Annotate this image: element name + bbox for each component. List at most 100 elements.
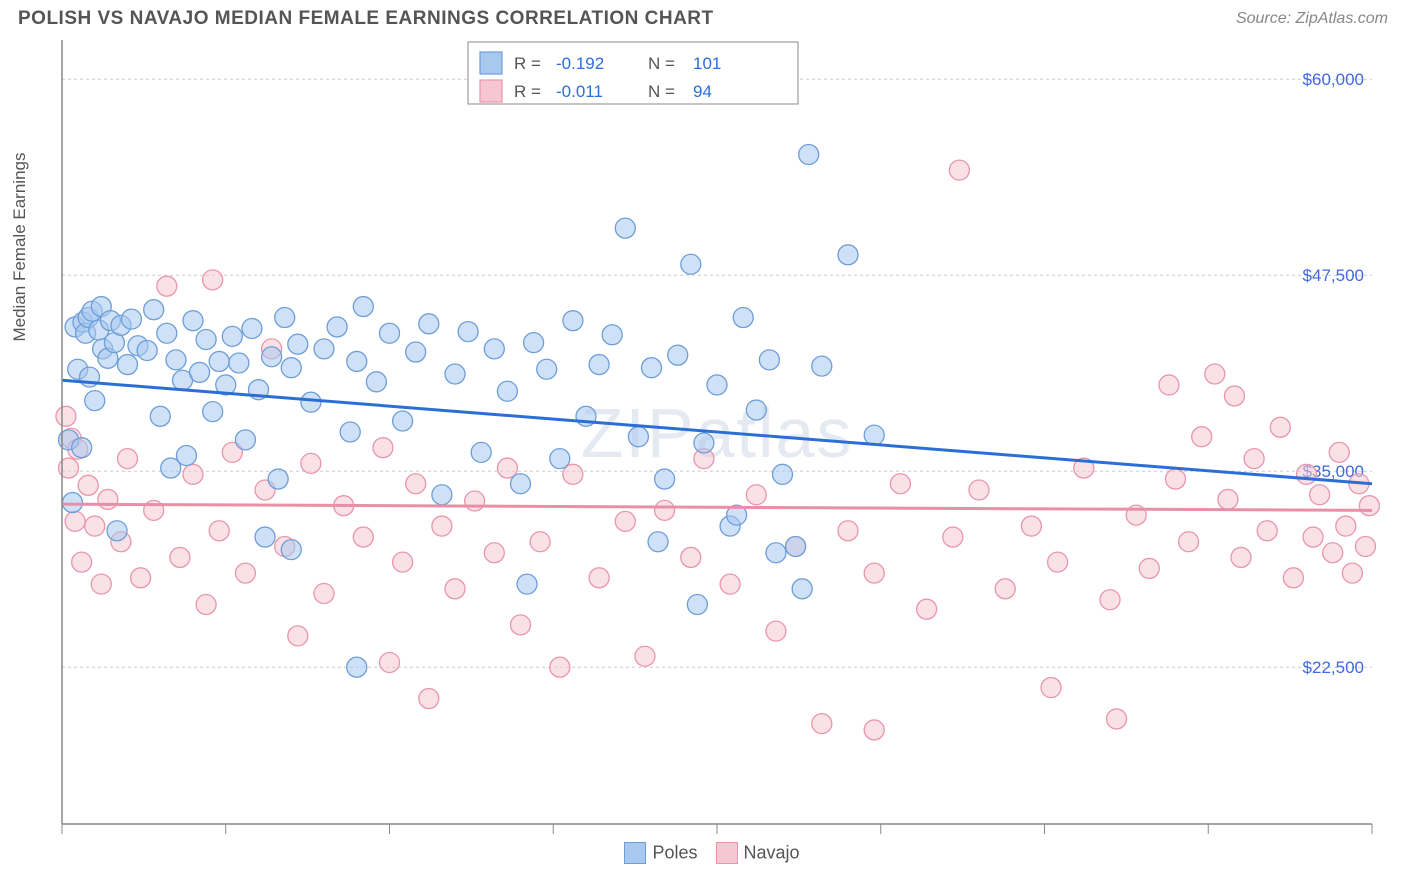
data-point xyxy=(314,339,334,359)
data-point xyxy=(484,339,504,359)
legend-bottom: Poles Navajo xyxy=(0,842,1406,864)
data-point xyxy=(799,144,819,164)
data-point xyxy=(1342,563,1362,583)
data-point xyxy=(1310,485,1330,505)
data-point xyxy=(563,311,583,331)
data-point xyxy=(65,511,85,531)
data-point xyxy=(301,453,321,473)
legend-text: R = xyxy=(514,82,541,101)
data-point xyxy=(340,422,360,442)
legend-label: Navajo xyxy=(744,843,800,863)
data-point xyxy=(471,442,491,462)
data-point xyxy=(373,438,393,458)
data-point xyxy=(347,657,367,677)
data-point xyxy=(393,552,413,572)
data-point xyxy=(465,491,485,511)
data-point xyxy=(655,500,675,520)
data-point xyxy=(203,402,223,422)
legend-value: -0.011 xyxy=(556,82,603,101)
data-point xyxy=(1329,442,1349,462)
data-point xyxy=(107,521,127,541)
data-point xyxy=(537,359,557,379)
data-point xyxy=(118,355,138,375)
data-point xyxy=(746,400,766,420)
data-point xyxy=(406,474,426,494)
chart-header: POLISH VS NAVAJO MEDIAN FEMALE EARNINGS … xyxy=(0,0,1406,36)
scatter-chart: $22,500$35,000$47,500$60,000ZIPatlas0.0%… xyxy=(18,36,1388,836)
legend-text: N = xyxy=(648,54,675,73)
data-point xyxy=(628,427,648,447)
data-point xyxy=(943,527,963,547)
data-point xyxy=(209,351,229,371)
data-point xyxy=(98,489,118,509)
data-point xyxy=(1244,449,1264,469)
data-point xyxy=(85,391,105,411)
data-point xyxy=(419,689,439,709)
chart-area: Median Female Earnings $22,500$35,000$47… xyxy=(18,36,1388,836)
data-point xyxy=(131,568,151,588)
data-point xyxy=(157,276,177,296)
data-point xyxy=(746,485,766,505)
legend-swatch xyxy=(716,842,738,864)
data-point xyxy=(838,521,858,541)
data-point xyxy=(648,532,668,552)
legend-swatch xyxy=(480,52,502,74)
legend-swatch xyxy=(480,80,502,102)
data-point xyxy=(792,579,812,599)
data-point xyxy=(524,333,544,353)
data-point xyxy=(589,568,609,588)
data-point xyxy=(864,720,884,740)
data-point xyxy=(615,218,635,238)
data-point xyxy=(1224,386,1244,406)
data-point xyxy=(1218,489,1238,509)
data-point xyxy=(144,300,164,320)
data-point xyxy=(190,362,210,382)
data-point xyxy=(759,350,779,370)
data-point xyxy=(995,579,1015,599)
data-point xyxy=(1100,590,1120,610)
data-point xyxy=(235,563,255,583)
data-point xyxy=(1192,427,1212,447)
legend-stats: R =-0.192N =101R =-0.011N = 94 xyxy=(468,42,798,104)
data-point xyxy=(406,342,426,362)
data-point xyxy=(1303,527,1323,547)
data-point xyxy=(432,485,452,505)
data-point xyxy=(262,347,282,367)
data-point xyxy=(550,657,570,677)
data-point xyxy=(497,381,517,401)
data-point xyxy=(864,563,884,583)
data-point xyxy=(1021,516,1041,536)
data-point xyxy=(1159,375,1179,395)
data-point xyxy=(347,351,367,371)
data-point xyxy=(655,469,675,489)
data-point xyxy=(458,322,478,342)
chart-title: POLISH VS NAVAJO MEDIAN FEMALE EARNINGS … xyxy=(18,8,714,30)
data-point xyxy=(72,552,92,572)
data-point xyxy=(203,270,223,290)
data-point xyxy=(1297,464,1317,484)
data-point xyxy=(288,334,308,354)
data-point xyxy=(484,543,504,563)
legend-value: 94 xyxy=(693,82,712,101)
legend-label: Poles xyxy=(652,843,697,863)
legend-value: -0.192 xyxy=(556,54,604,73)
data-point xyxy=(773,464,793,484)
data-point xyxy=(890,474,910,494)
data-point xyxy=(85,516,105,536)
data-point xyxy=(1048,552,1068,572)
trend-line xyxy=(62,504,1372,510)
data-point xyxy=(1355,536,1375,556)
data-point xyxy=(170,547,190,567)
data-point xyxy=(432,516,452,536)
data-point xyxy=(327,317,347,337)
data-point xyxy=(1359,496,1379,516)
data-point xyxy=(812,356,832,376)
data-point xyxy=(419,314,439,334)
data-point xyxy=(78,475,98,495)
data-point xyxy=(530,532,550,552)
data-point xyxy=(235,430,255,450)
chart-source: Source: ZipAtlas.com xyxy=(1236,10,1388,28)
data-point xyxy=(1336,516,1356,536)
data-point xyxy=(268,469,288,489)
y-tick-label: $22,500 xyxy=(1303,658,1364,677)
